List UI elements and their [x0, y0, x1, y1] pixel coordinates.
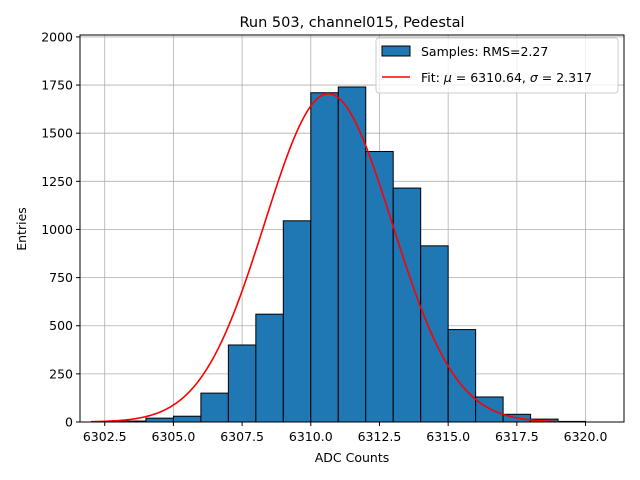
axes-frame: [79, 34, 625, 423]
histogram-bar: [420, 245, 449, 423]
histogram-bar: [255, 313, 284, 423]
y-tick-label: 2000: [41, 29, 73, 44]
legend: Samples: RMS=2.27 Fit: μ = 6310.64, σ = …: [375, 37, 619, 94]
y-tick-label: 250: [49, 366, 73, 381]
y-tick-label: 1000: [41, 222, 73, 237]
histogram-bar: [392, 187, 422, 423]
legend-box: [375, 37, 619, 94]
x-tick-label: 6305.0: [152, 429, 196, 444]
x-tick-label: 6302.5: [83, 429, 127, 444]
histogram-bar: [172, 415, 202, 423]
x-tick-label: 6312.5: [358, 429, 402, 444]
legend-label-samples: Samples: RMS=2.27: [421, 44, 548, 59]
x-axis-ticks: 6302.5 6305.0 6307.5 6310.0 6312.5 6315.0 6317…: [83, 422, 608, 444]
y-tick-label: 500: [49, 318, 73, 333]
y-tick-label: 1750: [41, 78, 73, 93]
x-tick-label: 6307.5: [220, 429, 264, 444]
chart-title: Run 503, channel015, Pedestal: [239, 15, 464, 31]
histogram-bar: [282, 220, 312, 423]
x-tick-label: 6310.0: [289, 429, 333, 444]
y-axis-ticks: 0 250 500 750 1000 1250 1500 1750 2000: [41, 29, 80, 430]
histogram-bar: [227, 344, 257, 423]
histogram-bar: [310, 92, 339, 423]
histogram-bar: [145, 417, 174, 423]
legend-label-fit: Fit: μ = 6310.64, σ = 2.317: [421, 70, 592, 85]
histogram-bar: [365, 150, 394, 423]
x-tick-label: 6315.0: [426, 429, 470, 444]
gaussian-fit-curve: [90, 92, 559, 423]
legend-swatch-samples: [381, 45, 411, 57]
x-tick-label: 6317.5: [495, 429, 539, 444]
histogram-bar: [447, 329, 477, 423]
y-tick-label: 1500: [41, 126, 73, 141]
y-axis-label: Entries: [14, 207, 29, 251]
y-tick-label: 750: [49, 270, 73, 285]
histogram-bar: [200, 392, 229, 423]
histogram-bar: [337, 86, 367, 423]
y-tick-label: 1250: [41, 174, 73, 189]
plot-area: [79, 34, 625, 423]
x-axis-label: ADC Counts: [315, 450, 390, 465]
y-tick-label: 0: [65, 415, 73, 430]
x-tick-label: 6320.0: [564, 429, 608, 444]
